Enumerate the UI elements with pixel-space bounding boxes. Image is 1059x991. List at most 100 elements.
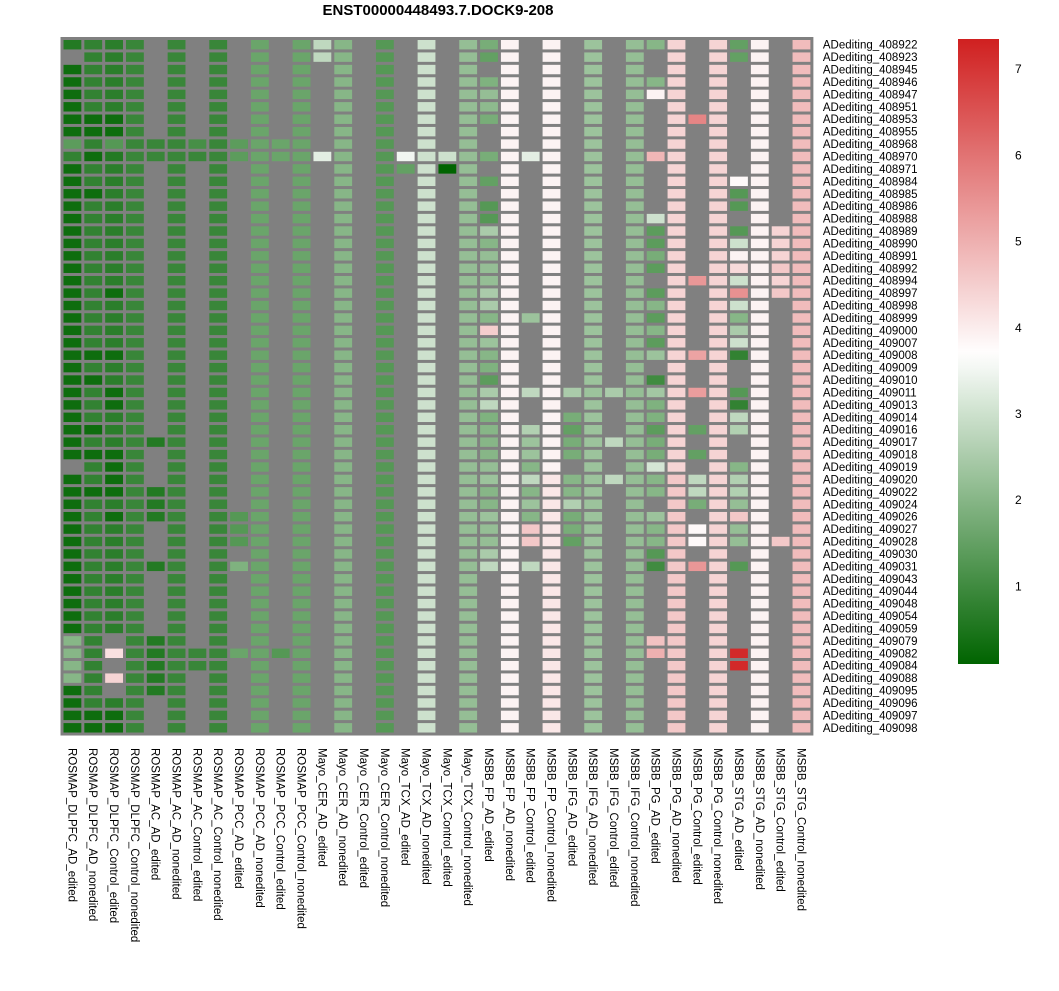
heatmap-cell (230, 474, 248, 485)
heatmap-cell (334, 400, 353, 410)
heatmap-cell (750, 114, 769, 124)
heatmap-cell (625, 64, 644, 75)
heatmap-cell (271, 213, 290, 224)
heatmap-cell (417, 275, 436, 286)
heatmap-cell (417, 574, 436, 584)
heatmap-cell (250, 400, 269, 410)
row-label: ADediting_408994 (823, 276, 918, 288)
heatmap-cell (313, 437, 332, 447)
heatmap-cell (750, 723, 769, 733)
heatmap-cell (438, 201, 457, 211)
heatmap-cell (521, 313, 540, 323)
heatmap-cell (792, 673, 811, 683)
heatmap-cell (480, 238, 498, 249)
heatmap-cell (417, 114, 436, 124)
heatmap-cell (750, 251, 769, 261)
heatmap-cell (355, 474, 373, 485)
heatmap-cell (709, 251, 728, 261)
heatmap-cell (625, 474, 644, 485)
heatmap-cell (167, 77, 186, 87)
heatmap-cell (500, 325, 519, 336)
heatmap-cell (313, 412, 332, 423)
heatmap-cell (605, 387, 623, 398)
heatmap-cell (459, 536, 478, 547)
heatmap-cell (605, 176, 623, 187)
heatmap-cell (500, 710, 519, 721)
heatmap-cell (375, 549, 394, 559)
heatmap-cell (667, 52, 686, 62)
heatmap-cell (105, 300, 123, 311)
heatmap-cell (105, 40, 123, 50)
row-label: ADediting_409082 (823, 648, 918, 660)
heatmap-cell (500, 400, 519, 410)
heatmap-cell (146, 176, 165, 187)
heatmap-cell (63, 536, 82, 547)
heatmap-cell (792, 139, 811, 149)
heatmap-cell (417, 586, 436, 596)
heatmap-cell (563, 511, 582, 522)
heatmap-cell (375, 238, 394, 249)
heatmap-cell (605, 375, 623, 385)
heatmap-cell (563, 586, 582, 596)
heatmap-cell (459, 263, 478, 273)
heatmap-cell (542, 437, 561, 447)
heatmap-cell (209, 164, 228, 174)
heatmap-cell (542, 325, 561, 336)
heatmap-cell (625, 661, 644, 671)
heatmap-cell (771, 64, 790, 75)
heatmap-cell (334, 698, 353, 708)
heatmap-cell (250, 102, 269, 112)
heatmap-cell (334, 425, 353, 435)
heatmap-cell (667, 524, 686, 534)
heatmap-cell (209, 623, 228, 634)
heatmap-cell (730, 338, 748, 348)
heatmap-cell (250, 511, 269, 522)
heatmap-cell (167, 698, 186, 708)
heatmap-cell (355, 288, 373, 298)
heatmap-cell (63, 549, 82, 559)
heatmap-cell (563, 375, 582, 385)
heatmap-cell (84, 89, 103, 100)
heatmap-cell (542, 288, 561, 298)
heatmap-cell (771, 300, 790, 311)
heatmap-cell (584, 636, 603, 646)
heatmap-cell (271, 449, 290, 460)
heatmap-cell (605, 437, 623, 447)
heatmap-cell (667, 449, 686, 460)
column-label: MSBB_FP_AD_nonedited (503, 748, 515, 881)
heatmap-cell (605, 275, 623, 286)
heatmap-cell (438, 387, 457, 398)
heatmap-cell (667, 511, 686, 522)
heatmap-cell (84, 586, 103, 596)
heatmap-cell (375, 400, 394, 410)
heatmap-cell (167, 189, 186, 199)
heatmap-cell (688, 89, 707, 100)
heatmap-cell (105, 425, 123, 435)
heatmap-cell (459, 474, 478, 485)
heatmap-cell (438, 238, 457, 249)
heatmap-cell (563, 425, 582, 435)
heatmap-cell (667, 375, 686, 385)
heatmap-cell (334, 151, 353, 162)
heatmap-cell (480, 524, 498, 534)
heatmap-cell (355, 449, 373, 460)
heatmap-cell (417, 685, 436, 696)
heatmap-cell (355, 375, 373, 385)
legend-tick-label: 5 (1015, 235, 1022, 249)
heatmap-cell (563, 288, 582, 298)
heatmap-cell (84, 574, 103, 584)
heatmap-cell (688, 536, 707, 547)
heatmap-cell (146, 313, 165, 323)
heatmap-cell (396, 623, 415, 634)
heatmap-cell (605, 549, 623, 559)
heatmap-cell (730, 275, 748, 286)
heatmap-cell (605, 251, 623, 261)
heatmap-cell (292, 251, 311, 261)
heatmap-cell (459, 524, 478, 534)
heatmap-cell (167, 623, 186, 634)
column-label: ROSMAP_DLPFC_Control_nonedited (128, 748, 140, 942)
heatmap-cell (292, 375, 311, 385)
heatmap-cell (334, 524, 353, 534)
heatmap-cell (167, 400, 186, 410)
heatmap-cell (584, 425, 603, 435)
